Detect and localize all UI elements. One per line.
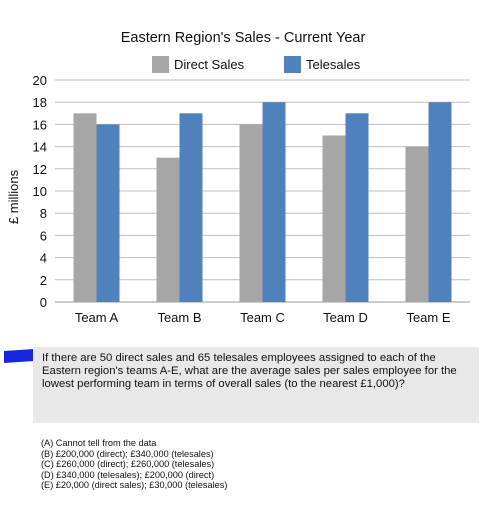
x-tick-label: Team A	[75, 310, 119, 325]
y-tick-label: 4	[40, 251, 47, 266]
bar-chart: Eastern Region's Sales - Current Year Di…	[6, 30, 470, 325]
x-tick-labels: Team A Team B Team C Team D Team E	[75, 310, 451, 325]
answer-options: (A) Cannot tell from the data (B) £200,0…	[41, 438, 227, 491]
y-tick-label: 8	[40, 206, 47, 221]
y-tick-label: 14	[33, 140, 47, 155]
bars	[73, 102, 452, 303]
x-tick-label: Team E	[406, 310, 450, 325]
bar-telesales	[179, 113, 203, 302]
legend-label: Direct Sales	[174, 57, 245, 72]
legend: Direct Sales Telesales	[152, 56, 361, 73]
question-text: If there are 50 direct sales and 65 tele…	[42, 352, 457, 391]
x-tick-label: Team B	[157, 310, 201, 325]
legend-swatch	[152, 56, 169, 73]
option-e[interactable]: (E) £20,000 (direct sales); £30,000 (tel…	[41, 480, 228, 491]
y-tick-label: 18	[33, 95, 47, 110]
legend-swatch	[284, 56, 301, 73]
bar-direct	[322, 135, 346, 302]
y-tick-label: 16	[33, 117, 47, 132]
option-b[interactable]: (B) £200,000 (direct); £340,000 (telesal…	[41, 448, 214, 459]
y-tick-label: 20	[33, 73, 47, 88]
bar-direct	[239, 124, 263, 303]
option-d[interactable]: (D) £340,000 (telesales); £200,000 (dire…	[41, 469, 215, 480]
bar-telesales	[345, 113, 369, 302]
question-marker	[4, 348, 34, 364]
bar-direct	[156, 157, 180, 302]
bar-direct	[405, 146, 429, 302]
y-tick-label: 0	[40, 295, 47, 310]
x-tick-label: Team D	[323, 310, 368, 325]
bar-direct	[73, 113, 97, 302]
option-a[interactable]: (A) Cannot tell from the data	[41, 438, 157, 448]
y-tick-label: 2	[40, 273, 47, 288]
bar-telesales	[428, 102, 452, 302]
y-tick-label: 10	[33, 184, 47, 199]
chart-title: Eastern Region's Sales - Current Year	[121, 30, 366, 46]
y-axis-label: £ millions	[6, 169, 21, 224]
x-tick-label: Team C	[240, 310, 285, 325]
legend-label: Telesales	[306, 57, 361, 72]
y-tick-label: 12	[33, 162, 47, 177]
bar-telesales	[96, 124, 120, 303]
question-box: If there are 50 direct sales and 65 tele…	[33, 347, 479, 423]
option-c[interactable]: (C) £260,000 (direct); £260,000 (telesal…	[41, 459, 215, 470]
y-tick-labels: 0 2 4 6 8 10 12 14 16 18 20	[33, 73, 47, 310]
y-tick-label: 6	[40, 228, 47, 243]
bar-telesales	[262, 102, 286, 302]
